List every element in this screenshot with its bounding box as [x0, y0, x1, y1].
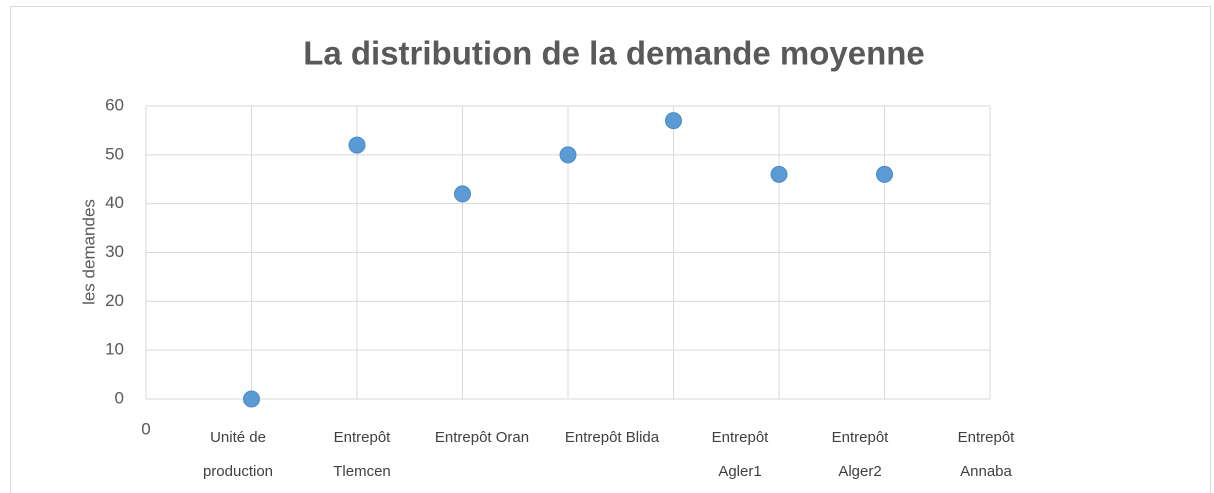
point [454, 185, 471, 203]
x-origin-label: 0 [141, 419, 150, 438]
x-tick-label: Entrepôt Tlemcen [333, 429, 391, 480]
y-tick-label: 30 [105, 242, 124, 261]
y-tick-label: 10 [105, 340, 124, 359]
x-tick-label: Entrepôt Agler1 [712, 429, 770, 480]
y-tick-label: 60 [105, 95, 124, 114]
chart-frame [10, 6, 1211, 493]
point [348, 136, 366, 154]
point [243, 390, 260, 408]
point [559, 146, 577, 164]
y-tick-label: 40 [105, 193, 124, 212]
x-tick-label: Entrepôt Annaba [958, 429, 1016, 480]
point [876, 165, 893, 183]
point [770, 165, 788, 183]
y-axis-label: les demandes [79, 199, 98, 305]
x-tick-label: Entrepôt Oran [435, 429, 529, 446]
chart-title: La distribution de la demande moyenne [303, 35, 925, 72]
x-tick-label: Unité de production [203, 429, 273, 480]
y-tick-label: 20 [105, 291, 124, 310]
y-tick-label: 50 [105, 144, 124, 163]
point [665, 112, 682, 130]
y-tick-label: 0 [115, 388, 124, 407]
x-tick-label: Entrepôt Blida [565, 429, 660, 446]
x-tick-label: Entrepôt Alger2 [832, 429, 890, 480]
